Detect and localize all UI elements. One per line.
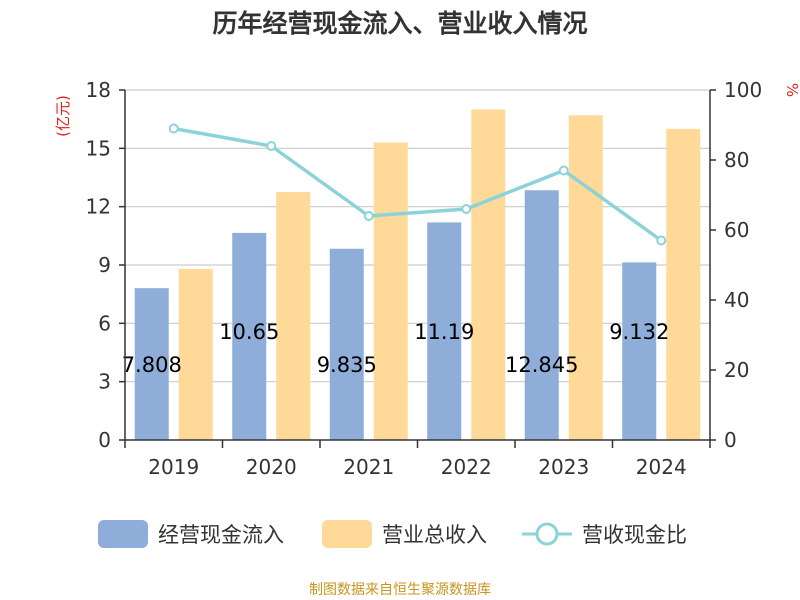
bar-revenue	[568, 115, 603, 441]
y-right-tick-label: 40	[724, 288, 749, 312]
bar-revenue	[373, 142, 408, 440]
bar-cash-inflow	[524, 190, 559, 440]
ratio-point	[461, 204, 472, 214]
grid-lines	[125, 89, 710, 383]
ratio-line-path	[173, 126, 663, 242]
bar-revenue	[666, 128, 701, 440]
x-tick-label: 2019	[148, 455, 199, 479]
data-label: 9.132	[609, 320, 669, 344]
x-tick-label: 2021	[343, 455, 394, 479]
legend-label: 经营现金流入	[158, 523, 284, 547]
y-right-tick-label: 0	[724, 428, 737, 452]
y-left-tick-label: 3	[98, 370, 111, 394]
bar-revenue	[276, 192, 311, 440]
y-left-tick-label: 15	[86, 136, 111, 160]
y-right-tick-label: 80	[724, 148, 749, 172]
y-right-tick-label: 20	[724, 358, 749, 382]
y-left-tick-label: 0	[98, 428, 111, 452]
ratio-point	[656, 235, 667, 246]
source-note: 制图数据来自恒生聚源数据库	[309, 582, 491, 598]
x-tick-label: 2023	[538, 455, 589, 479]
axes: 0 3 6 9 12 15 18 0 20 40 60 80 100 2019 2020 2021 2022 20…	[86, 78, 763, 479]
y-right-tick-label: 100	[724, 78, 762, 102]
bar-revenue	[471, 109, 506, 440]
ratio-point	[168, 123, 179, 134]
bar-cash-inflow	[134, 288, 169, 440]
ratio-point	[266, 141, 277, 151]
bars	[134, 109, 701, 441]
x-tick-label: 2020	[246, 455, 297, 479]
ratio-point	[558, 165, 569, 176]
legend-label: 营收现金比	[582, 523, 687, 547]
y-left-tick-label: 6	[98, 311, 111, 335]
legend-swatch-cash-inflow	[98, 520, 148, 548]
ratio-point	[363, 211, 374, 221]
legend-label: 营业总收入	[382, 523, 487, 547]
ratio-line	[168, 123, 667, 246]
x-tick-label: 2024	[636, 455, 687, 479]
bar-cash-inflow	[427, 222, 462, 440]
y-left-tick-label: 18	[86, 78, 111, 102]
y-left-tick-label: 12	[86, 195, 111, 219]
y-right-tick-label: 60	[724, 218, 749, 242]
y-left-unit-label: (亿元)	[54, 95, 72, 137]
chart-title: 历年经营现金流入、营业收入情况	[212, 9, 587, 38]
bar-cash-inflow	[329, 248, 364, 440]
data-label: 11.19	[414, 320, 474, 344]
data-label: 10.65	[219, 320, 279, 344]
x-tick-label: 2022	[441, 455, 492, 479]
legend: 经营现金流入 营业总收入 营收现金比	[98, 520, 687, 548]
data-label: 7.808	[122, 353, 182, 377]
legend-marker-ratio	[535, 522, 559, 546]
legend-swatch-revenue	[322, 520, 372, 548]
data-label: 12.845	[505, 353, 578, 377]
bar-cash-inflow	[232, 232, 267, 440]
y-right-unit-label: %	[783, 83, 800, 97]
bar-cash-inflow	[622, 262, 657, 440]
data-label: 9.835	[317, 353, 377, 377]
y-left-tick-label: 9	[98, 253, 111, 277]
data-labels: 7.808 10.65 9.835 11.19 12.845 9.132	[122, 320, 670, 377]
bar-revenue	[178, 268, 213, 440]
